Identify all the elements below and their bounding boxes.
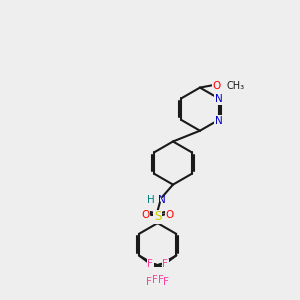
Text: F: F — [146, 277, 152, 287]
Text: S: S — [154, 210, 161, 224]
Text: N: N — [215, 116, 223, 126]
Text: F: F — [158, 274, 164, 284]
Text: F: F — [162, 259, 168, 269]
Text: O: O — [166, 210, 174, 220]
Text: H: H — [147, 195, 154, 205]
Text: F: F — [163, 277, 169, 287]
Text: O: O — [213, 81, 221, 91]
Text: N: N — [215, 94, 223, 104]
Text: N: N — [158, 195, 166, 205]
Text: CH₃: CH₃ — [226, 81, 244, 91]
Text: F: F — [152, 274, 158, 284]
Text: O: O — [141, 210, 149, 220]
Text: F: F — [147, 259, 153, 269]
